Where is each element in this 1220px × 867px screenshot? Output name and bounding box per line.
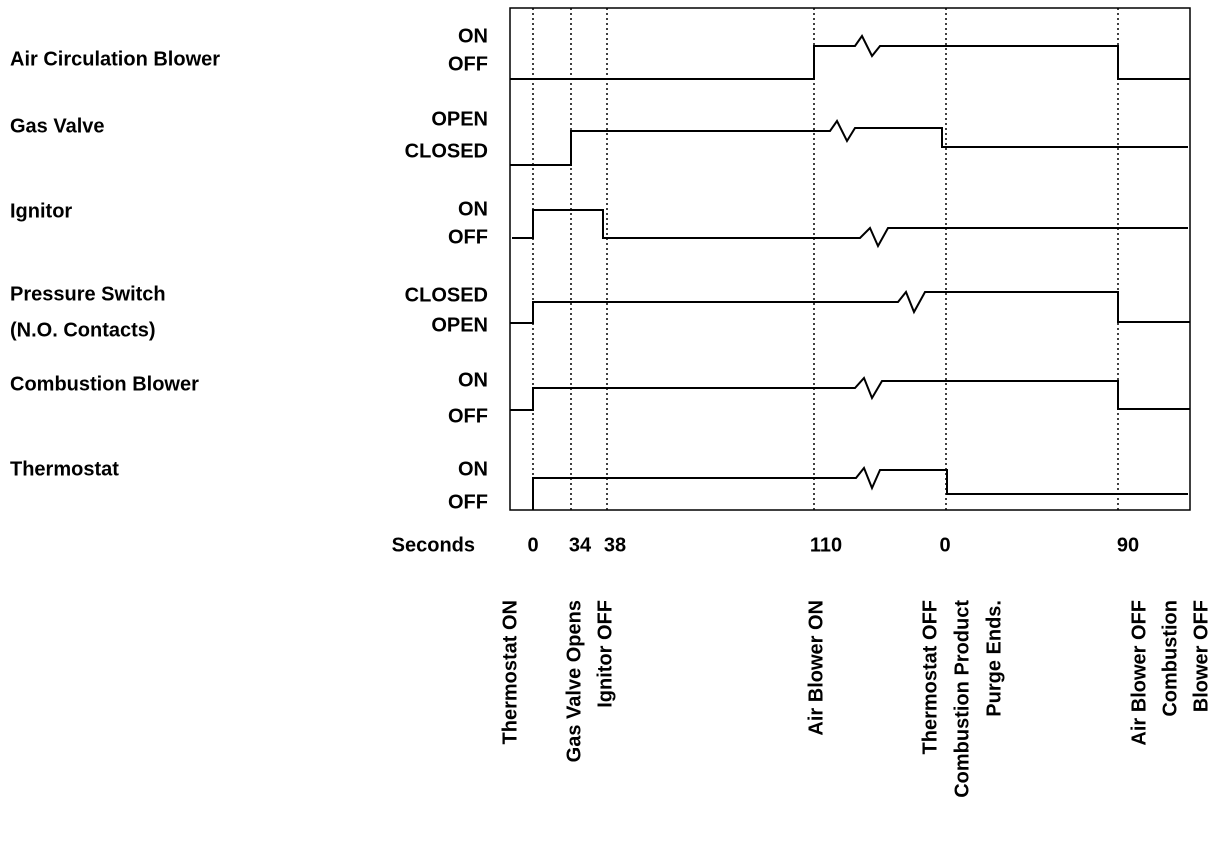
event-label: Purge Ends.	[983, 600, 1005, 717]
time-tick: 34	[569, 534, 592, 556]
signal-label: Thermostat	[10, 458, 119, 480]
low-state: CLOSED	[405, 140, 488, 162]
event-label: Air Blower ON	[805, 600, 827, 736]
low-state: OPEN	[431, 314, 488, 336]
frame	[509, 7, 1191, 511]
event-label: Thermostat ON	[499, 600, 521, 744]
event-label: Blower OFF	[1190, 600, 1212, 712]
waveform	[510, 119, 1188, 166]
high-state: CLOSED	[405, 284, 488, 306]
time-tick: 110	[810, 534, 842, 556]
event-label: Thermostat OFF	[919, 600, 941, 754]
signal-label: Combustion Blower	[10, 373, 199, 395]
waveform	[510, 34, 1190, 80]
signal-label: Ignitor	[10, 200, 72, 222]
high-state: OPEN	[431, 108, 488, 130]
low-state: OFF	[448, 491, 488, 513]
event-markers	[532, 8, 1119, 510]
signal-label: Gas Valve	[10, 115, 105, 137]
time-tick: 90	[1117, 534, 1139, 556]
event-label: Ignitor OFF	[594, 600, 616, 708]
low-state: OFF	[448, 226, 488, 248]
waveform	[512, 209, 1188, 249]
event-label: Combustion Product	[951, 600, 973, 798]
time-tick: 0	[939, 534, 950, 556]
high-state: ON	[458, 369, 488, 391]
signal-label: (N.O. Contacts)	[10, 319, 156, 341]
high-state: ON	[458, 198, 488, 220]
signal-label: Air Circulation Blower	[10, 48, 220, 70]
time-tick: 38	[604, 534, 626, 556]
waveform	[510, 290, 1190, 324]
waveforms	[510, 34, 1190, 510]
event-label: Gas Valve Opens	[563, 600, 585, 762]
high-state: ON	[458, 458, 488, 480]
time-axis-label: Seconds	[392, 534, 475, 556]
low-state: OFF	[448, 53, 488, 75]
signal-label: Pressure Switch	[10, 283, 166, 305]
low-state: OFF	[448, 405, 488, 427]
high-state: ON	[458, 25, 488, 47]
waveform	[532, 466, 1188, 510]
waveform	[510, 376, 1190, 411]
event-label: Air Blower OFF	[1128, 600, 1150, 746]
time-tick: 0	[527, 534, 538, 556]
event-label: Combustion	[1159, 600, 1181, 717]
